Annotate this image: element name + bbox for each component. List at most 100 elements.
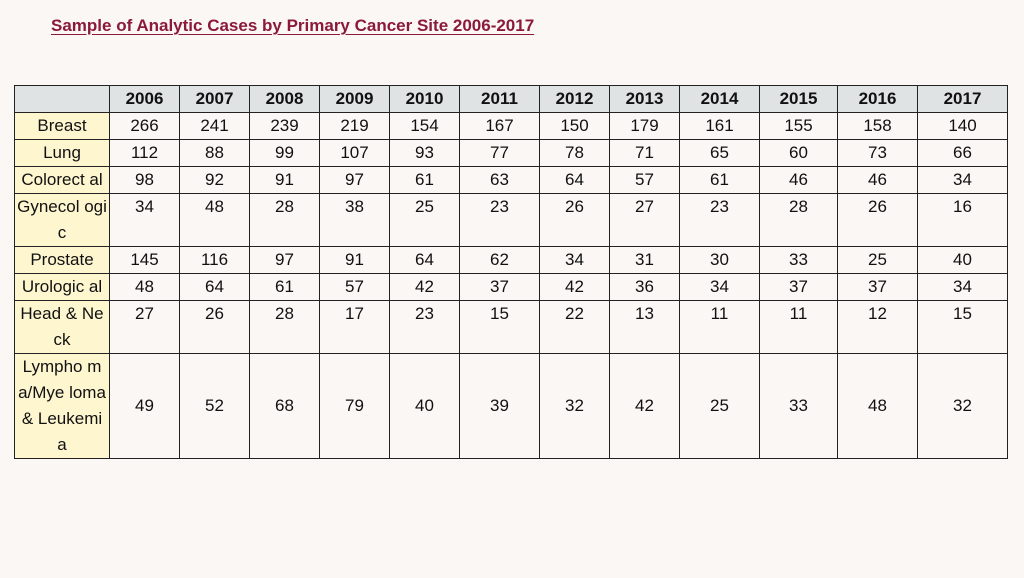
case-count-cell: 46 bbox=[759, 166, 838, 194]
case-count-cell: 97 bbox=[319, 166, 390, 194]
case-count-cell: 52 bbox=[179, 353, 250, 459]
case-count-cell: 12 bbox=[837, 300, 918, 354]
case-count-cell: 107 bbox=[319, 139, 390, 167]
corner-cell bbox=[14, 85, 110, 113]
column-header: 2014 bbox=[679, 85, 760, 113]
cancer-site-label: Gynecol ogic bbox=[17, 197, 107, 242]
table-row: Urologic al 48 64 61 57 42 37 42 36 34 37 37 34 bbox=[14, 273, 1008, 301]
table-row: Lung 112 88 99 107 93 77 78 71 65 60 73 66 bbox=[14, 139, 1008, 167]
case-count-cell: 15 bbox=[459, 300, 540, 354]
case-count-cell: 66 bbox=[917, 139, 1008, 167]
case-count-cell: 91 bbox=[249, 166, 320, 194]
case-count-cell: 155 bbox=[759, 112, 838, 140]
case-count-cell: 99 bbox=[249, 139, 320, 167]
table-row: Lympho ma/Mye loma & Leukemi a 49 52 68 79 40… bbox=[14, 353, 1008, 459]
case-count-cell: 266 bbox=[109, 112, 180, 140]
case-count-cell: 38 bbox=[319, 193, 390, 247]
cancer-site-label: Breast bbox=[37, 116, 87, 135]
case-count-cell: 26 bbox=[539, 193, 610, 247]
column-header: 2015 bbox=[759, 85, 838, 113]
column-header: 2009 bbox=[319, 85, 390, 113]
column-header: 2017 bbox=[917, 85, 1008, 113]
case-count-cell: 91 bbox=[319, 246, 390, 274]
case-count-cell: 42 bbox=[539, 273, 610, 301]
case-count-cell: 77 bbox=[459, 139, 540, 167]
case-count-cell: 27 bbox=[609, 193, 680, 247]
case-count-cell: 26 bbox=[179, 300, 250, 354]
case-count-cell: 65 bbox=[679, 139, 760, 167]
column-header: 2013 bbox=[609, 85, 680, 113]
row-site-cell: Lung bbox=[14, 139, 110, 167]
case-count-cell: 219 bbox=[319, 112, 390, 140]
cancer-site-label: Head & Neck bbox=[20, 304, 104, 349]
case-count-cell: 34 bbox=[539, 246, 610, 274]
cancer-cases-table: 2006 2007 2008 2009 2010 2011 2012 2013 … bbox=[14, 85, 1008, 459]
case-count-cell: 34 bbox=[917, 166, 1008, 194]
case-count-cell: 61 bbox=[249, 273, 320, 301]
case-count-cell: 13 bbox=[609, 300, 680, 354]
case-count-cell: 16 bbox=[917, 193, 1008, 247]
case-count-cell: 33 bbox=[759, 246, 838, 274]
case-count-cell: 36 bbox=[609, 273, 680, 301]
case-count-cell: 28 bbox=[759, 193, 838, 247]
case-count-cell: 32 bbox=[539, 353, 610, 459]
case-count-cell: 79 bbox=[319, 353, 390, 459]
case-count-cell: 48 bbox=[109, 273, 180, 301]
case-count-cell: 57 bbox=[319, 273, 390, 301]
column-header: 2010 bbox=[389, 85, 460, 113]
case-count-cell: 179 bbox=[609, 112, 680, 140]
table-row: Gynecol ogic 34 48 28 38 25 23 26 27 23 28 26 16 bbox=[14, 193, 1008, 247]
case-count-cell: 48 bbox=[837, 353, 918, 459]
table-row: Head & Neck 27 26 28 17 23 15 22 13 11 11 12 15 bbox=[14, 300, 1008, 354]
cancer-site-label: Urologic al bbox=[21, 277, 103, 296]
case-count-cell: 42 bbox=[389, 273, 460, 301]
case-count-cell: 64 bbox=[389, 246, 460, 274]
case-count-cell: 62 bbox=[459, 246, 540, 274]
case-count-cell: 97 bbox=[249, 246, 320, 274]
case-count-cell: 23 bbox=[459, 193, 540, 247]
case-count-cell: 71 bbox=[609, 139, 680, 167]
cancer-site-label: Lung bbox=[43, 143, 81, 162]
row-site-cell: Colorect al bbox=[14, 166, 110, 194]
case-count-cell: 31 bbox=[609, 246, 680, 274]
case-count-cell: 28 bbox=[249, 193, 320, 247]
case-count-cell: 37 bbox=[837, 273, 918, 301]
row-site-cell: Lympho ma/Mye loma & Leukemi a bbox=[14, 353, 110, 459]
case-count-cell: 34 bbox=[917, 273, 1008, 301]
case-count-cell: 116 bbox=[179, 246, 250, 274]
cancer-site-label: Lympho ma/Mye loma & Leukemi a bbox=[18, 357, 106, 454]
table-row: Colorect al 98 92 91 97 61 63 64 57 61 46 46 34 bbox=[14, 166, 1008, 194]
case-count-cell: 145 bbox=[109, 246, 180, 274]
case-count-cell: 92 bbox=[179, 166, 250, 194]
case-count-cell: 32 bbox=[917, 353, 1008, 459]
case-count-cell: 26 bbox=[837, 193, 918, 247]
case-count-cell: 167 bbox=[459, 112, 540, 140]
case-count-cell: 78 bbox=[539, 139, 610, 167]
case-count-cell: 40 bbox=[389, 353, 460, 459]
column-header: 2011 bbox=[459, 85, 540, 113]
case-count-cell: 37 bbox=[459, 273, 540, 301]
case-count-cell: 61 bbox=[679, 166, 760, 194]
column-header: 2006 bbox=[109, 85, 180, 113]
column-header: 2016 bbox=[837, 85, 918, 113]
table-row: Breast 266 241 239 219 154 167 150 179 161 155 158 1… bbox=[14, 112, 1008, 140]
case-count-cell: 68 bbox=[249, 353, 320, 459]
case-count-cell: 15 bbox=[917, 300, 1008, 354]
row-site-cell: Gynecol ogic bbox=[14, 193, 110, 247]
case-count-cell: 161 bbox=[679, 112, 760, 140]
column-header: 2007 bbox=[179, 85, 250, 113]
case-count-cell: 112 bbox=[109, 139, 180, 167]
table-row: Prostate 145 116 97 91 64 62 34 31 30 33 25 40 bbox=[14, 246, 1008, 274]
case-count-cell: 11 bbox=[679, 300, 760, 354]
case-count-cell: 64 bbox=[179, 273, 250, 301]
case-count-cell: 33 bbox=[759, 353, 838, 459]
cancer-site-label: Prostate bbox=[30, 250, 94, 269]
case-count-cell: 25 bbox=[837, 246, 918, 274]
case-count-cell: 154 bbox=[389, 112, 460, 140]
case-count-cell: 42 bbox=[609, 353, 680, 459]
header-row: 2006 2007 2008 2009 2010 2011 2012 2013 … bbox=[14, 85, 1008, 113]
case-count-cell: 239 bbox=[249, 112, 320, 140]
case-count-cell: 64 bbox=[539, 166, 610, 194]
table-body: Breast 266 241 239 219 154 167 150 179 161 155 158 1… bbox=[14, 112, 1008, 459]
case-count-cell: 17 bbox=[319, 300, 390, 354]
